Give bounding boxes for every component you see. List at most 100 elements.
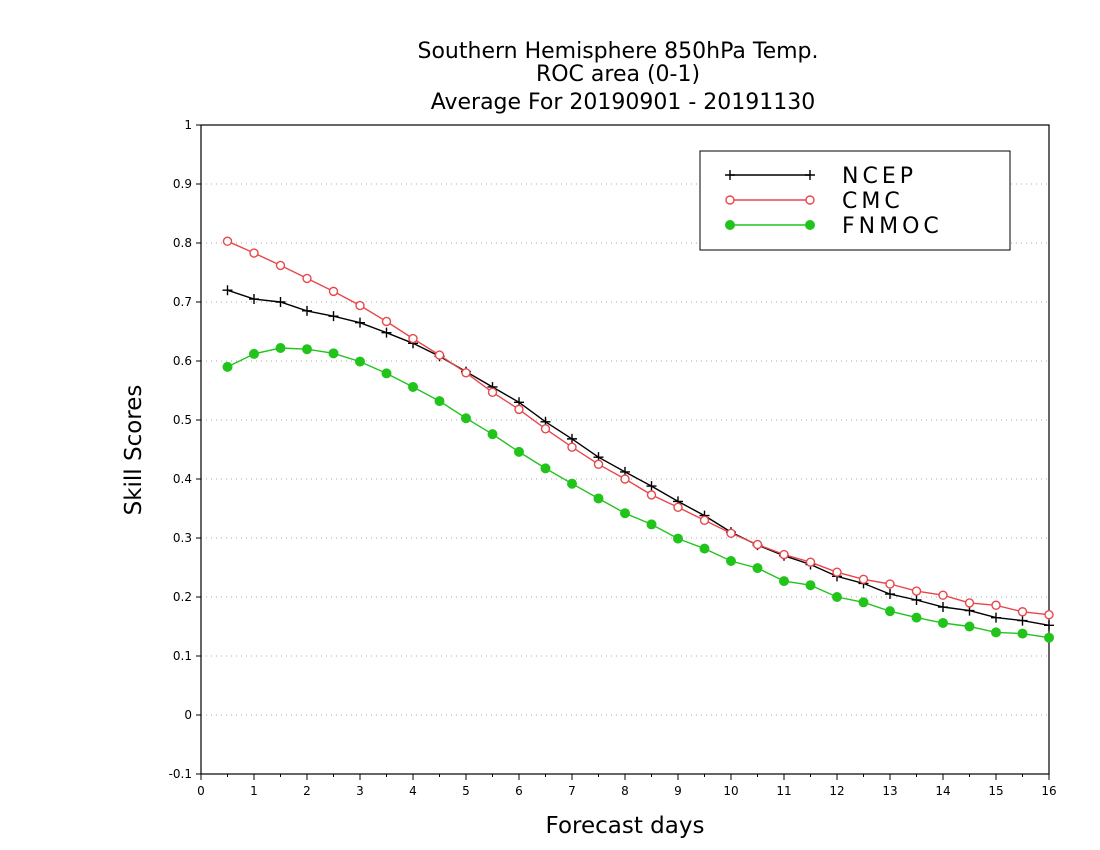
series-ncep [222, 285, 1054, 631]
series-fnmoc-point-6 [381, 368, 392, 379]
legend-label-fnmoc: FNMOC [842, 214, 943, 239]
y-tick-label: 0.3 [173, 531, 192, 545]
x-tick-label: 14 [935, 784, 950, 798]
series-ncep-point-2 [275, 297, 286, 307]
series-ncep-point-4 [328, 311, 339, 322]
y-tick-label: 1 [184, 118, 192, 132]
series-ncep-point-25 [885, 589, 895, 600]
chart-title-line-2: ROC area (0-1) [536, 62, 700, 87]
series-cmc-point-9 [461, 368, 471, 378]
series-fnmoc-point-3 [302, 344, 312, 355]
y-tick-label: 0.6 [173, 354, 192, 368]
x-tick-label: 16 [1041, 784, 1056, 798]
series-fnmoc-point-4 [328, 348, 339, 359]
y-tick-label: -0.1 [169, 767, 192, 781]
series-cmc-point-19 [726, 528, 736, 538]
series-cmc-point-27 [938, 590, 948, 600]
series-ncep-point-30 [1017, 615, 1028, 626]
series-fnmoc-point-16 [646, 519, 657, 530]
series-cmc-point-13 [567, 442, 577, 452]
series-cmc-point-14 [593, 459, 604, 469]
series-cmc-point-28 [964, 598, 975, 608]
series-fnmoc [222, 343, 1054, 643]
series-fnmoc-point-23 [832, 592, 842, 602]
legend-entry-fnmoc: FNMOC [725, 214, 943, 239]
series-cmc-point-15 [620, 474, 630, 484]
series-ncep-point-5 [355, 317, 365, 328]
x-tick-label: 11 [776, 784, 791, 798]
series-cmc-point-25 [885, 579, 895, 589]
series-cmc-point-8 [434, 350, 445, 360]
y-tick-label: 0.9 [173, 177, 192, 191]
series-cmc-point-31 [1044, 610, 1054, 620]
series-fnmoc-point-31 [1044, 632, 1054, 643]
series-fnmoc-point-24 [858, 597, 869, 608]
series-ncep-point-1 [249, 294, 259, 305]
series-ncep-line [227, 289, 1050, 626]
x-axis-ticks: 0 1 2 3 4 5 6 7 8 9 10 11 12 13 14 15 16 [197, 774, 1057, 798]
x-tick-label: 7 [568, 784, 576, 798]
x-tick-label: 10 [723, 784, 738, 798]
series-fnmoc-point-9 [461, 413, 471, 424]
series-ncep-point-13 [567, 433, 577, 444]
series-cmc-point-21 [779, 549, 789, 560]
x-tick-label: 13 [882, 784, 897, 798]
series-fnmoc-point-14 [593, 493, 604, 504]
y-tick-label: 0 [184, 708, 192, 722]
series-fnmoc-point-25 [885, 606, 895, 617]
series-fnmoc-point-13 [567, 478, 577, 489]
series-cmc-point-16 [646, 490, 657, 500]
chart-title-line-1: Southern Hemisphere 850hPa Temp. [418, 39, 819, 64]
series-fnmoc-point-19 [726, 556, 736, 567]
y-tick-label: 0.4 [173, 472, 192, 486]
series-fnmoc-point-1 [249, 348, 259, 359]
chart-title: Southern Hemisphere 850hPa Temp. ROC are… [418, 39, 819, 115]
series-fnmoc-point-2 [275, 343, 286, 354]
series-fnmoc-point-10 [487, 429, 498, 440]
legend-marker-cmc-start [725, 195, 735, 205]
series-cmc-point-22 [805, 557, 816, 567]
legend-marker-ncep-end [805, 170, 815, 180]
legend-entry-ncep: NCEP [725, 164, 917, 189]
series-fnmoc-point-27 [938, 617, 948, 628]
x-tick-label: 8 [621, 784, 629, 798]
x-axis-label: Forecast days [546, 813, 705, 839]
series-fnmoc-point-0 [222, 361, 233, 372]
series-cmc-point-10 [487, 387, 498, 397]
series-cmc-point-29 [991, 600, 1001, 610]
x-tick-label: 0 [197, 784, 205, 798]
x-tick-label: 15 [988, 784, 1003, 798]
series-fnmoc-point-30 [1017, 628, 1028, 639]
series-cmc-point-6 [381, 316, 392, 327]
series-ncep-point-3 [302, 305, 312, 316]
series-cmc [222, 236, 1054, 620]
series-ncep-point-6 [381, 327, 392, 338]
series-fnmoc-line [227, 347, 1050, 639]
series-fnmoc-point-8 [434, 396, 445, 407]
x-tick-label: 9 [674, 784, 682, 798]
series-cmc-point-2 [275, 260, 286, 271]
series-fnmoc-point-21 [779, 576, 789, 587]
x-tick-label: 6 [515, 784, 523, 798]
series-cmc-point-7 [408, 333, 418, 344]
chart-title-line-3: Average For 20190901 - 20191130 [431, 90, 816, 115]
series-cmc-point-23 [832, 567, 842, 577]
series-fnmoc-point-12 [540, 463, 551, 474]
x-tick-label: 5 [462, 784, 470, 798]
series-fnmoc-point-29 [991, 627, 1001, 638]
series-cmc-line [227, 240, 1050, 616]
series-cmc-point-18 [699, 515, 710, 525]
series-cmc-point-24 [858, 574, 869, 584]
series-cmc-point-17 [673, 502, 683, 513]
legend-marker-cmc-end [805, 195, 815, 205]
x-tick-label: 3 [356, 784, 364, 798]
series-cmc-point-0 [222, 236, 233, 246]
series-cmc-point-4 [328, 286, 339, 297]
legend-label-ncep: NCEP [842, 164, 917, 189]
series-layer [222, 236, 1054, 643]
series-fnmoc-point-7 [408, 381, 418, 392]
series-cmc-point-26 [911, 586, 922, 596]
series-cmc-point-12 [540, 424, 551, 434]
